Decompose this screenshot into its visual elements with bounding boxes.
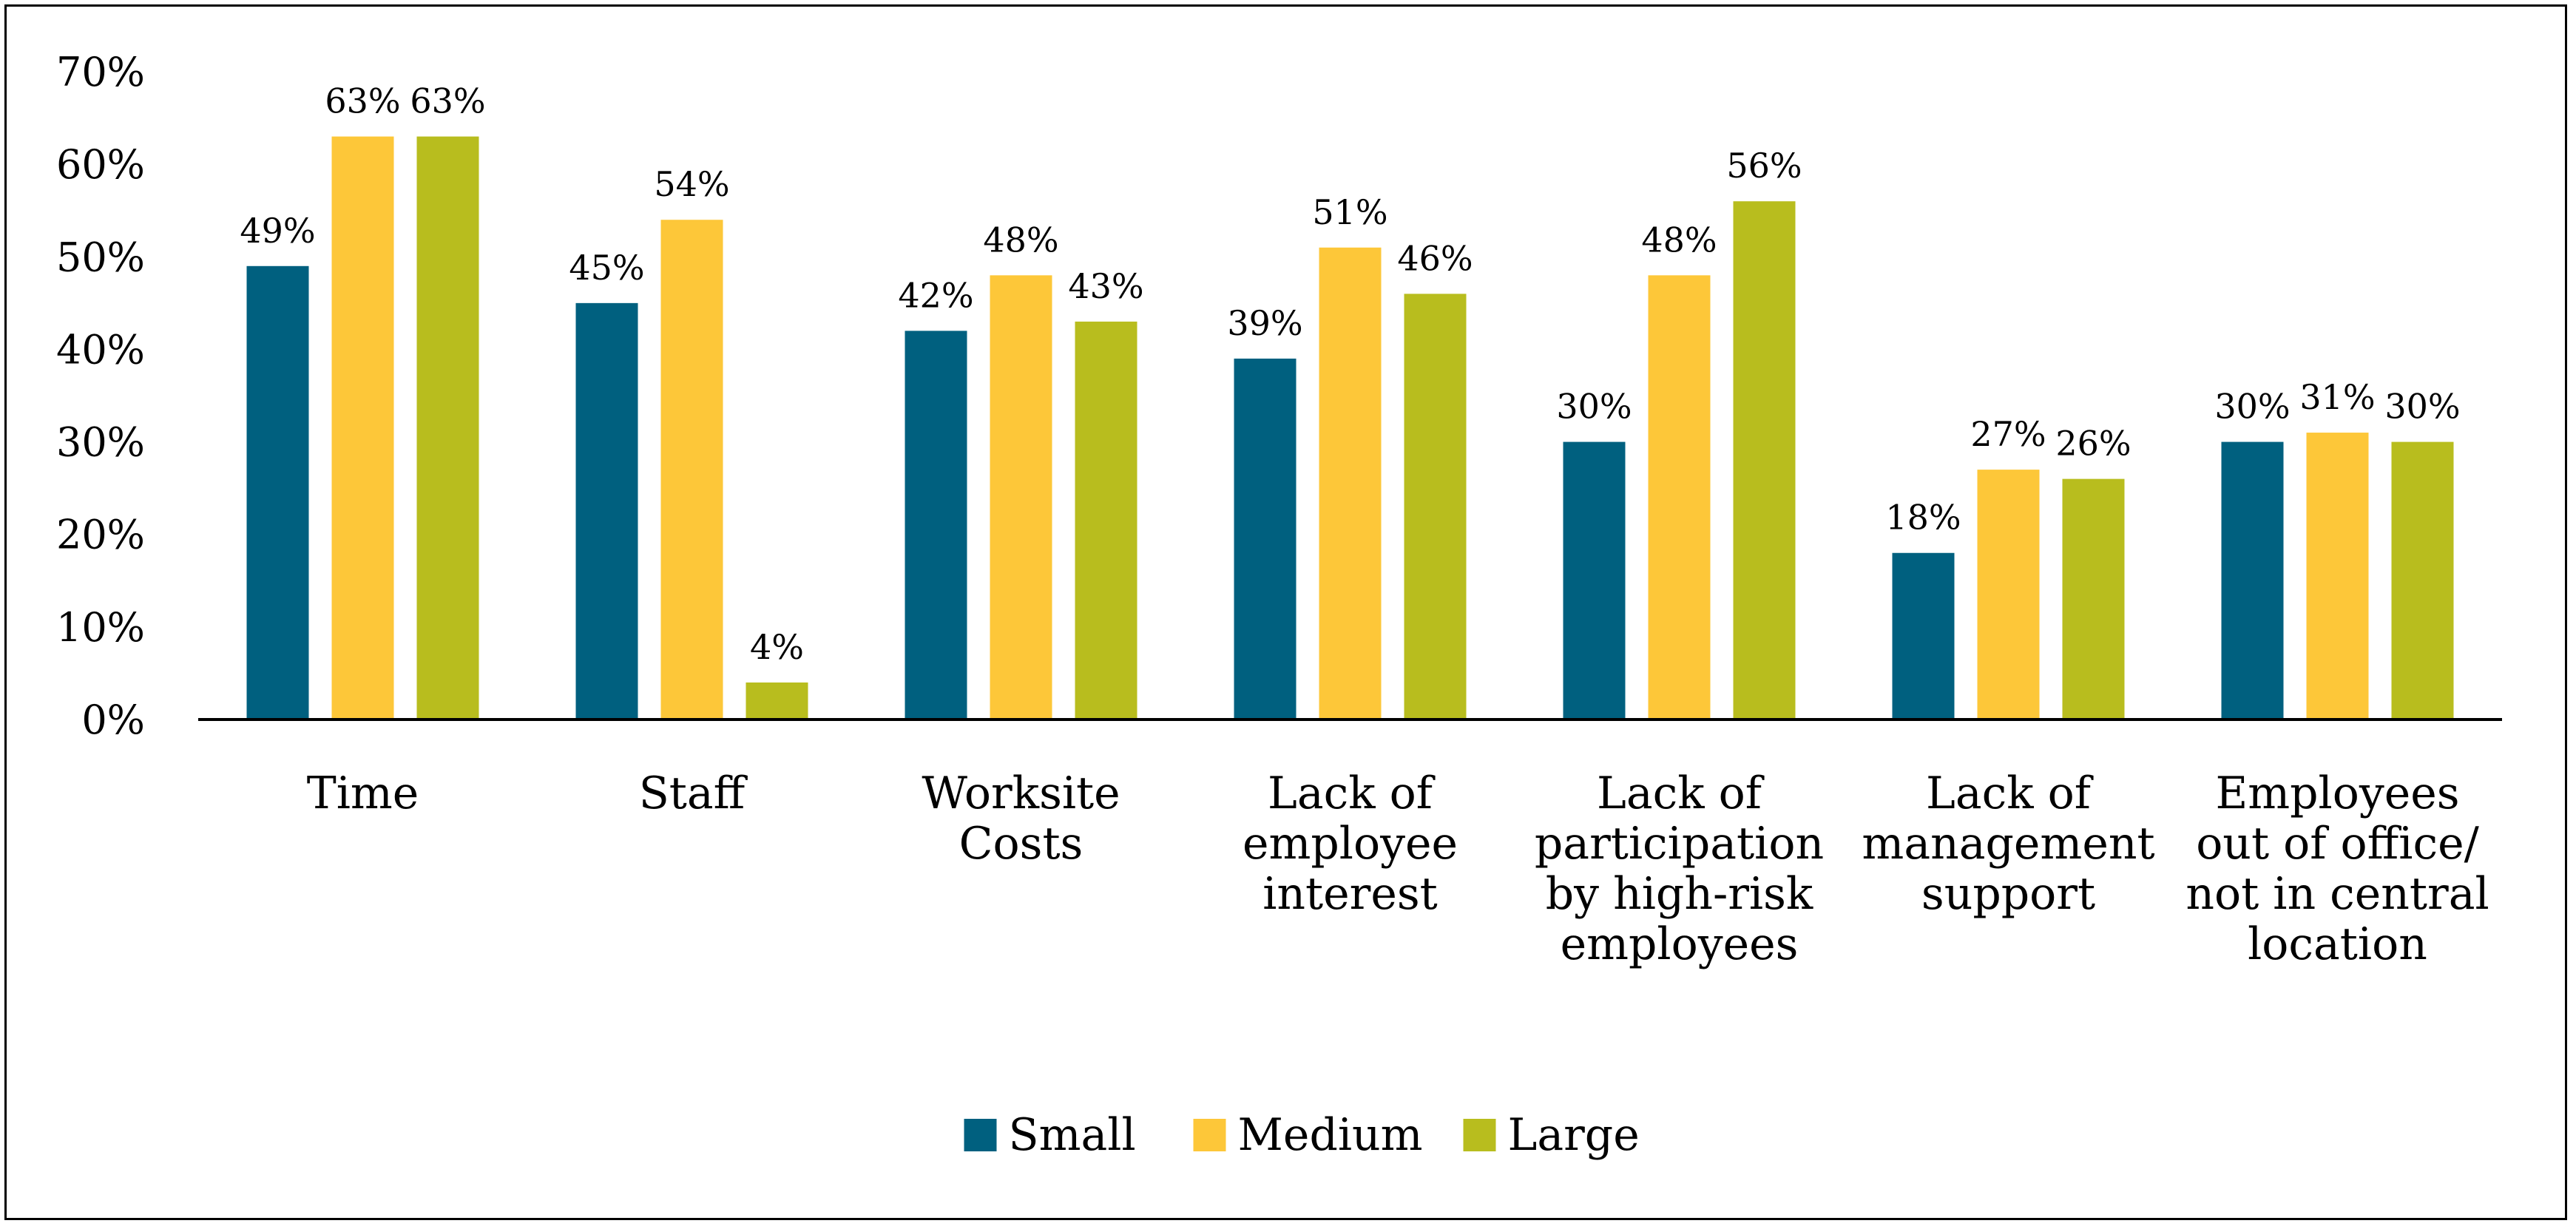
category-label: Worksite Costs: [922, 768, 1120, 870]
data-label: 39%: [1227, 303, 1302, 343]
data-label: 51%: [1312, 192, 1387, 232]
bar-large: [746, 682, 808, 720]
data-label: 63%: [410, 81, 485, 121]
legend-item-small: Small: [964, 1109, 1136, 1161]
data-labels: 49%63% 63%45%54%4%42%48%43%39%51%46%30%48…: [240, 81, 2460, 667]
y-axis-ticks: 0% 10% 20% 30% 40% 50% 60% 70%: [56, 49, 145, 743]
bar-medium: [660, 220, 723, 720]
y-tick-label: 30%: [56, 419, 145, 466]
bar-medium: [1648, 275, 1711, 720]
legend-swatch: [1193, 1119, 1226, 1151]
y-tick-label: 0%: [81, 697, 145, 743]
bar-medium: [331, 136, 394, 720]
data-label: 49%: [240, 211, 315, 251]
category-label: Staff: [639, 768, 748, 819]
data-label: 30%: [2214, 387, 2290, 427]
y-tick-label: 10%: [56, 604, 145, 651]
bar-medium: [990, 275, 1052, 720]
y-tick-label: 70%: [56, 49, 145, 95]
category-labels: Time Staff Worksite Costs Lack of employee int…: [307, 768, 2489, 970]
bar-large: [1733, 201, 1796, 720]
bar-large: [1404, 294, 1467, 720]
category-label: Time: [307, 768, 419, 819]
legend-label: Large: [1508, 1109, 1640, 1161]
data-label: 48%: [983, 220, 1058, 260]
legend: Small Medium Large: [964, 1109, 1640, 1161]
bar-small: [2221, 441, 2284, 720]
category-label: Lack of employee interest: [1243, 768, 1458, 920]
data-label: 26%: [2055, 424, 2131, 464]
data-label: 30%: [2384, 387, 2460, 427]
data-label: 42%: [898, 275, 973, 315]
bar-large: [416, 136, 479, 720]
bar-small: [575, 302, 638, 720]
y-tick-label: 50%: [56, 234, 145, 280]
bar-small: [1563, 441, 1626, 720]
legend-swatch: [1463, 1119, 1496, 1151]
category-label: Lack of management support: [1862, 768, 2154, 920]
legend-label: Small: [1009, 1109, 1136, 1161]
category-label: Lack of participation by high-risk employee…: [1535, 768, 1824, 970]
bar-large: [2062, 478, 2125, 720]
legend-item-medium: Medium: [1193, 1109, 1423, 1161]
data-label: 4%: [750, 627, 804, 667]
bar-large: [1075, 321, 1137, 720]
data-label: 45%: [569, 248, 644, 288]
bar-small: [246, 265, 309, 720]
bar-medium: [2306, 433, 2369, 720]
data-label: 27%: [1970, 414, 2046, 454]
legend-item-large: Large: [1463, 1109, 1640, 1161]
data-label: 56%: [1726, 146, 1802, 186]
data-label: 46%: [1397, 238, 1473, 278]
legend-swatch: [964, 1119, 997, 1151]
chart-frame: [4, 4, 2567, 1220]
bar-small: [1234, 358, 1297, 720]
y-tick-label: 20%: [56, 512, 145, 558]
bar-medium: [1319, 247, 1382, 720]
data-label: 48%: [1641, 220, 1717, 260]
y-tick-label: 40%: [56, 326, 145, 373]
data-label: 54%: [654, 164, 729, 204]
bars: [246, 136, 2454, 720]
data-label: 18%: [1885, 498, 1961, 538]
bar-small: [1892, 552, 1955, 720]
bar-medium: [1977, 470, 2040, 720]
category-label: Employees out of office/not in central loc…: [2185, 768, 2489, 970]
bar-small: [905, 331, 967, 720]
y-tick-label: 60%: [56, 141, 145, 188]
bar-large: [2391, 441, 2454, 720]
data-label: 43%: [1068, 266, 1143, 306]
data-label: 63%: [325, 81, 400, 121]
legend-label: Medium: [1238, 1109, 1423, 1161]
data-label: 30%: [1556, 387, 1632, 427]
data-label: 31%: [2299, 377, 2375, 417]
